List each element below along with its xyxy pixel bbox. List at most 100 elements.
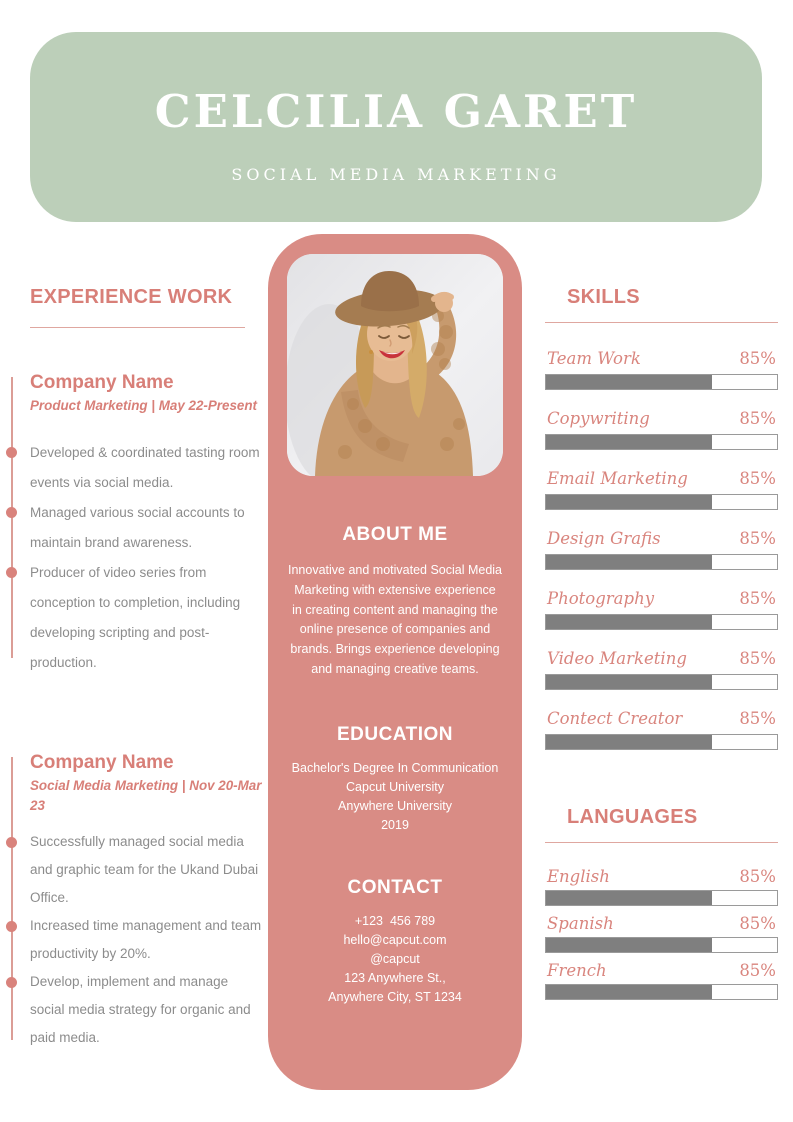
- experience-entry: Company Name Social Media Marketing | No…: [6, 752, 263, 1052]
- education-line: 2019: [381, 817, 409, 832]
- list-item: Increased time management and team produ…: [6, 912, 263, 968]
- bullet-dot-icon: [6, 837, 17, 848]
- languages-heading-divider: [545, 842, 778, 843]
- skill-item: Team Work 85%: [545, 349, 778, 390]
- experience-bullet-list: Developed & coordinated tasting room eve…: [6, 438, 263, 678]
- language-item: Spanish 85%: [545, 914, 778, 953]
- skill-percent: 85%: [739, 589, 776, 608]
- list-item: Successfully managed social media and gr…: [6, 828, 263, 912]
- language-percent: 85%: [739, 867, 776, 886]
- bullet-dot-icon: [6, 567, 17, 578]
- language-progress-bar: [545, 984, 778, 1000]
- skills-section-heading: SKILLS: [567, 286, 640, 308]
- company-name: Company Name: [30, 372, 174, 393]
- skill-progress-fill: [546, 555, 713, 569]
- skill-item: Email Marketing 85%: [545, 469, 778, 510]
- profile-photo: [287, 254, 503, 476]
- skill-label: Contect Creator: [547, 709, 683, 728]
- skill-percent: 85%: [739, 649, 776, 668]
- portrait-illustration: [287, 254, 503, 476]
- skill-item: Photography 85%: [545, 589, 778, 630]
- skill-label: Video Marketing: [547, 649, 687, 668]
- header-banner: CELCILIA GARET SOCIAL MEDIA MARKETING: [30, 32, 762, 222]
- skills-column: SKILLS Team Work 85% Copywriting 85% Email…: [545, 286, 778, 1008]
- list-item: Develop, implement and manage social med…: [6, 968, 263, 1052]
- job-title: SOCIAL MEDIA MARKETING: [231, 164, 561, 184]
- skill-progress-bar: [545, 434, 778, 450]
- experience-bullet-list: Successfully managed social media and gr…: [6, 828, 263, 1052]
- about-text: Innovative and motivated Social Media Ma…: [288, 563, 503, 676]
- education-details: Bachelor's Degree In Communication Capcu…: [268, 759, 522, 835]
- skill-percent: 85%: [739, 409, 776, 428]
- skills-list: Team Work 85% Copywriting 85% Email Market…: [545, 349, 778, 750]
- language-item: English 85%: [545, 867, 778, 906]
- language-progress-fill: [546, 891, 713, 905]
- skill-item: Video Marketing 85%: [545, 649, 778, 690]
- skill-progress-fill: [546, 495, 713, 509]
- bullet-dot-icon: [6, 977, 17, 988]
- bullet-dot-icon: [6, 921, 17, 932]
- role-and-dates: Product Marketing | May 22-Present: [30, 398, 257, 413]
- language-progress-bar: [545, 937, 778, 953]
- skill-label: Email Marketing: [547, 469, 688, 488]
- skill-progress-fill: [546, 735, 713, 749]
- skill-progress-bar: [545, 374, 778, 390]
- language-progress-bar: [545, 890, 778, 906]
- skill-progress-bar: [545, 494, 778, 510]
- language-label: English: [547, 867, 610, 886]
- language-percent: 85%: [739, 914, 776, 933]
- bullet-text: Develop, implement and manage social med…: [30, 974, 251, 1045]
- skill-label: Team Work: [547, 349, 641, 368]
- education-section-heading: EDUCATION: [336, 723, 454, 745]
- skill-label: Photography: [547, 589, 655, 608]
- contact-address-line: 123 Anywhere St.,: [344, 970, 446, 985]
- skill-progress-bar: [545, 614, 778, 630]
- skill-label: Copywriting: [547, 409, 650, 428]
- skill-item: Copywriting 85%: [545, 409, 778, 450]
- timeline-line: [11, 757, 13, 1040]
- language-progress-fill: [546, 938, 713, 952]
- skill-percent: 85%: [739, 349, 776, 368]
- skill-progress-fill: [546, 435, 713, 449]
- experience-entry: Company Name Product Marketing | May 22-…: [6, 372, 263, 678]
- bullet-text: Successfully managed social media and gr…: [30, 834, 259, 905]
- list-item: Developed & coordinated tasting room eve…: [6, 438, 263, 498]
- skill-progress-fill: [546, 615, 713, 629]
- languages-section-heading: LANGUAGES: [567, 806, 698, 828]
- bullet-text: Managed various social accounts to maint…: [30, 505, 245, 550]
- education-line: Anywhere University: [338, 798, 452, 813]
- language-percent: 85%: [739, 961, 776, 980]
- education-line: Capcut University: [346, 779, 444, 794]
- language-label: French: [547, 961, 607, 980]
- language-item: French 85%: [545, 961, 778, 1000]
- skill-progress-fill: [546, 375, 713, 389]
- bullet-text: Increased time management and team produ…: [30, 918, 262, 961]
- list-item: Producer of video series from conception…: [6, 558, 263, 678]
- skill-percent: 85%: [739, 529, 776, 548]
- bullet-dot-icon: [6, 447, 17, 458]
- contact-email: hello@capcut.com: [343, 932, 447, 947]
- skill-item: Contect Creator 85%: [545, 709, 778, 750]
- contact-address-line: Anywhere City, ST 1234: [328, 989, 462, 1004]
- contact-section-heading: CONTACT: [347, 876, 443, 898]
- language-progress-fill: [546, 985, 713, 999]
- skill-label: Design Grafis: [547, 529, 661, 548]
- skill-progress-fill: [546, 675, 713, 689]
- contact-phone: +123 456 789: [354, 913, 436, 928]
- skill-progress-bar: [545, 554, 778, 570]
- skill-percent: 85%: [739, 709, 776, 728]
- skill-progress-bar: [545, 674, 778, 690]
- skills-heading-divider: [545, 322, 778, 323]
- list-item: Managed various social accounts to maint…: [6, 498, 263, 558]
- skill-percent: 85%: [739, 469, 776, 488]
- skill-progress-bar: [545, 734, 778, 750]
- profile-panel: ABOUT ME Innovative and motivated Social…: [268, 234, 522, 1090]
- skill-item: Design Grafis 85%: [545, 529, 778, 570]
- contact-details: +123 456 789 hello@capcut.com @capcut 12…: [268, 912, 522, 1007]
- education-line: Bachelor's Degree In Communication: [291, 760, 499, 775]
- languages-list: English 85% Spanish 85% French 85%: [545, 867, 778, 1000]
- bullet-text: Producer of video series from conception…: [30, 565, 241, 670]
- bullet-text: Developed & coordinated tasting room eve…: [30, 445, 260, 490]
- language-label: Spanish: [547, 914, 614, 933]
